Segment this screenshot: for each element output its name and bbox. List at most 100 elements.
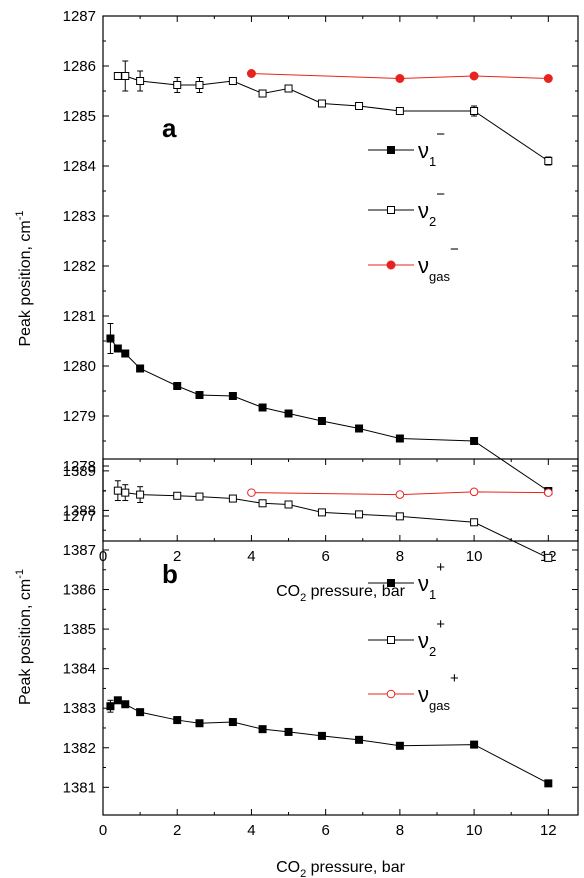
- y-tick-label: 1284: [63, 158, 96, 175]
- x-tick-label: 6: [321, 548, 329, 565]
- legend-label-base: ν: [418, 198, 429, 223]
- x-tick-label: 2: [173, 822, 181, 839]
- legend-label: νgas−: [418, 241, 459, 284]
- x-axis-label-sub: 2: [300, 592, 306, 604]
- legend-label-sub: 2: [429, 214, 436, 229]
- x-axis-label: CO2 pressure, bar: [276, 583, 406, 604]
- plot-frame: [102, 458, 579, 816]
- data-point: [284, 84, 293, 93]
- data-point: [395, 741, 404, 750]
- data-point: [121, 72, 130, 80]
- data-point: [544, 553, 553, 562]
- legend-label: ν1+: [418, 559, 445, 602]
- legend-entry-1: ν1−: [368, 126, 445, 169]
- legend-label-sub: gas: [429, 269, 450, 284]
- y-axis-label: Peak position, cm-1: [14, 569, 34, 705]
- data-point: [173, 382, 182, 390]
- data-point: [228, 77, 237, 85]
- legend-label-sub: gas: [429, 698, 450, 713]
- data-point: [355, 424, 364, 433]
- legend-label-sub: 2: [429, 644, 436, 659]
- y-tick-label: 1383: [63, 700, 96, 717]
- data-point: [387, 579, 395, 587]
- y-tick-label: 1386: [63, 582, 96, 599]
- data-point: [284, 409, 293, 418]
- series-line: [117, 75, 549, 162]
- data-point: [355, 102, 364, 110]
- x-axis-label-part: CO: [276, 583, 300, 600]
- y-tick-label: 1389: [63, 463, 96, 480]
- y-axis-label-sup: -1: [14, 210, 26, 220]
- x-tick-label: 12: [540, 822, 557, 839]
- x-tick-label: 8: [396, 548, 404, 565]
- y-tick-label: 1387: [63, 542, 96, 559]
- data-point: [246, 69, 256, 78]
- chart-panel-a: 0246810121277127812791280128112821283128…: [14, 8, 579, 604]
- y-axis-label-sup: -1: [14, 569, 26, 579]
- y-tick-label: 1281: [63, 308, 96, 325]
- legend-entry-2: ν2+: [368, 616, 445, 659]
- data-point: [258, 499, 267, 508]
- data-point: [470, 107, 479, 115]
- data-point: [317, 417, 326, 425]
- data-point: [386, 689, 396, 699]
- data-point: [195, 719, 204, 728]
- data-point: [121, 349, 130, 358]
- x-tick-label: 0: [99, 822, 107, 839]
- data-point: [395, 434, 404, 443]
- x-tick-label: 4: [247, 822, 255, 839]
- data-point: [173, 716, 182, 725]
- data-point: [470, 437, 479, 445]
- legend-label-base: ν: [418, 682, 429, 707]
- data-point: [317, 508, 326, 517]
- x-axis-label: CO2 pressure, bar: [276, 859, 406, 878]
- legend-label-sup: −: [436, 186, 445, 203]
- series-2: [113, 480, 553, 562]
- data-point: [395, 512, 404, 521]
- y-tick-label: 1381: [63, 779, 96, 796]
- y-tick-label: 1282: [63, 258, 96, 275]
- series-2: [113, 60, 553, 166]
- data-point: [395, 74, 405, 83]
- data-point: [136, 77, 145, 85]
- plot-frame: [102, 15, 579, 542]
- data-point: [317, 99, 326, 108]
- data-point: [470, 740, 479, 749]
- data-point: [113, 344, 122, 353]
- data-point: [355, 735, 364, 744]
- legend-label: ν1−: [418, 126, 445, 169]
- y-tick-label: 1287: [63, 8, 96, 25]
- data-point: [387, 206, 395, 214]
- data-point: [544, 779, 553, 788]
- data-point: [386, 260, 396, 270]
- panel-letter: b: [162, 559, 178, 589]
- series-line: [110, 338, 549, 492]
- y-tick-label: 1285: [63, 108, 96, 125]
- data-point: [469, 71, 479, 81]
- data-point: [355, 510, 364, 519]
- legend-label-base: ν: [418, 138, 429, 163]
- y-tick-label: 1286: [63, 58, 96, 75]
- data-point: [136, 708, 145, 717]
- series-line: [251, 73, 549, 80]
- x-axis-label-part: pressure, bar: [306, 583, 405, 600]
- data-point: [136, 364, 145, 373]
- data-point: [258, 89, 267, 98]
- legend-label-base: ν: [418, 253, 429, 278]
- series-line: [110, 699, 549, 784]
- data-point: [317, 731, 326, 740]
- series-line: [117, 490, 549, 559]
- data-point: [228, 494, 237, 503]
- legend-entry-2: ν2−: [368, 186, 445, 229]
- legend-label-sub: 1: [429, 154, 436, 169]
- data-point: [284, 727, 293, 736]
- y-tick-label: 1385: [63, 621, 96, 638]
- data-point: [106, 702, 115, 711]
- legend-label: ν2+: [418, 616, 445, 659]
- data-point: [544, 488, 553, 497]
- data-point: [284, 500, 293, 509]
- data-point: [121, 488, 130, 497]
- legend-label-sub: 1: [429, 587, 436, 602]
- y-tick-label: 1283: [63, 208, 96, 225]
- x-tick-label: 6: [321, 822, 329, 839]
